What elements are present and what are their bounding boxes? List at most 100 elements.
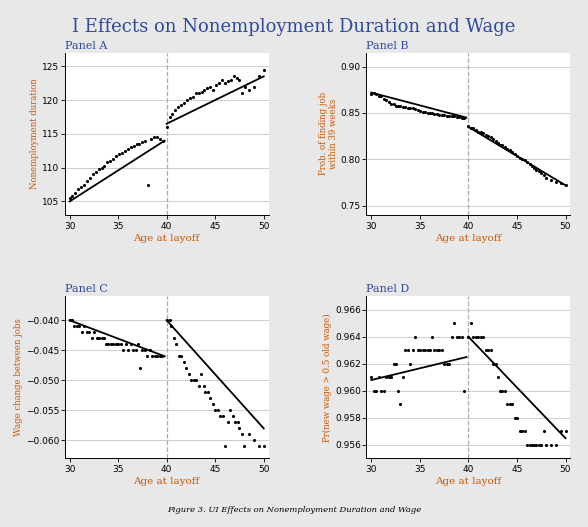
- Point: [142, 352, 152, 360]
- Point: [171, 106, 180, 114]
- Point: [512, 414, 522, 422]
- Point: [235, 424, 244, 433]
- Point: [369, 89, 379, 97]
- Point: [396, 400, 405, 408]
- Point: [200, 86, 209, 94]
- Point: [197, 87, 206, 96]
- Point: [452, 333, 462, 341]
- Y-axis label: Pr(new wage > 0.5 old wage): Pr(new wage > 0.5 old wage): [323, 313, 332, 442]
- Point: [472, 125, 481, 134]
- Point: [507, 148, 517, 156]
- Point: [249, 436, 259, 445]
- Point: [430, 110, 439, 118]
- Point: [212, 81, 221, 90]
- Point: [379, 387, 389, 395]
- Point: [457, 113, 466, 122]
- Point: [375, 373, 384, 382]
- Text: Panel A: Panel A: [65, 41, 107, 51]
- Point: [539, 171, 549, 179]
- Point: [186, 376, 196, 385]
- Point: [428, 333, 437, 341]
- Point: [437, 346, 447, 355]
- Point: [418, 346, 427, 355]
- Point: [138, 138, 147, 146]
- Point: [191, 89, 201, 97]
- Point: [132, 140, 141, 148]
- Point: [182, 96, 192, 104]
- Point: [497, 141, 507, 150]
- Point: [481, 346, 490, 355]
- Point: [179, 358, 189, 366]
- Point: [188, 92, 198, 101]
- Point: [473, 128, 483, 136]
- Point: [203, 84, 212, 92]
- Point: [423, 346, 432, 355]
- Point: [152, 352, 162, 360]
- Point: [410, 333, 420, 341]
- Point: [400, 346, 410, 355]
- Point: [386, 100, 396, 108]
- Point: [418, 108, 427, 116]
- Point: [400, 103, 410, 112]
- Text: Panel B: Panel B: [366, 41, 409, 51]
- Point: [84, 328, 93, 336]
- Point: [165, 316, 174, 325]
- Point: [386, 373, 396, 382]
- Point: [483, 346, 493, 355]
- Point: [85, 173, 95, 182]
- Point: [510, 414, 520, 422]
- Point: [506, 400, 515, 408]
- Point: [423, 109, 432, 117]
- Point: [116, 340, 126, 348]
- Point: [165, 113, 174, 121]
- Point: [486, 346, 496, 355]
- Point: [483, 132, 493, 140]
- Point: [384, 373, 393, 382]
- Point: [245, 86, 254, 94]
- Point: [145, 346, 155, 355]
- Point: [114, 150, 123, 158]
- Point: [534, 167, 544, 175]
- Point: [503, 400, 512, 408]
- Point: [556, 179, 565, 188]
- Point: [109, 154, 118, 163]
- Point: [445, 112, 454, 120]
- Point: [239, 442, 249, 451]
- Point: [97, 163, 106, 172]
- Point: [473, 333, 483, 341]
- Point: [449, 112, 459, 120]
- Point: [112, 340, 121, 348]
- Point: [496, 387, 505, 395]
- Point: [176, 101, 186, 110]
- Point: [91, 168, 101, 177]
- Point: [389, 100, 398, 108]
- Y-axis label: Nonemployment duration: Nonemployment duration: [30, 79, 39, 189]
- Point: [408, 346, 417, 355]
- Point: [532, 441, 541, 449]
- Point: [534, 441, 544, 449]
- Point: [530, 441, 539, 449]
- Point: [152, 133, 162, 141]
- Point: [245, 430, 254, 438]
- Point: [123, 346, 132, 355]
- Point: [376, 92, 386, 101]
- Point: [201, 388, 210, 397]
- Point: [410, 105, 420, 113]
- Point: [546, 175, 556, 184]
- Point: [254, 442, 263, 451]
- Point: [464, 333, 473, 341]
- Point: [141, 136, 150, 145]
- Point: [194, 89, 203, 97]
- Point: [472, 333, 481, 341]
- Point: [445, 359, 454, 368]
- Point: [430, 346, 439, 355]
- Y-axis label: Wage change between jobs: Wage change between jobs: [14, 318, 23, 436]
- Point: [218, 412, 228, 421]
- Point: [497, 387, 507, 395]
- Point: [515, 153, 524, 162]
- Point: [94, 334, 103, 343]
- Point: [366, 89, 376, 97]
- Point: [437, 111, 447, 119]
- Point: [467, 124, 476, 132]
- Point: [162, 123, 171, 131]
